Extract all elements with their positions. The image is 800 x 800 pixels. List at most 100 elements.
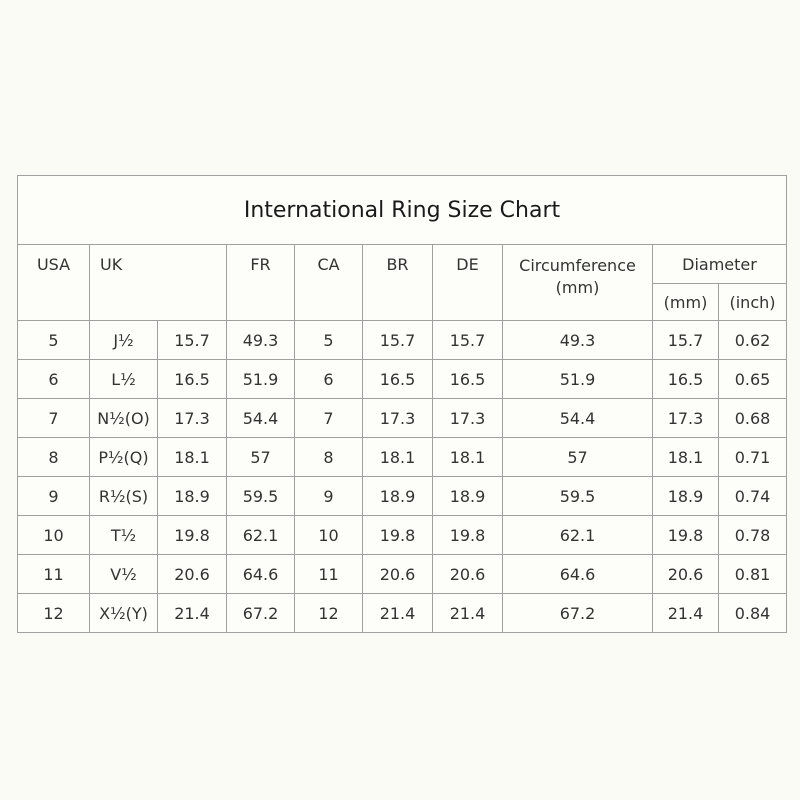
- table-cell: 11: [294, 554, 363, 594]
- table-cell: 19.8: [652, 515, 719, 555]
- table-cell: 12: [294, 593, 363, 633]
- table-cell: 0.74: [718, 476, 787, 516]
- table-cell: T½: [89, 515, 158, 555]
- table-cell: 5: [294, 320, 363, 360]
- circumference-label: Circumference: [519, 256, 636, 275]
- table-cell: 6: [17, 359, 90, 399]
- header-fr: FR: [226, 244, 295, 321]
- table-cell: 49.3: [226, 320, 295, 360]
- table-cell: 17.3: [652, 398, 719, 438]
- header-de: DE: [432, 244, 503, 321]
- table-cell: 18.1: [652, 437, 719, 477]
- table-cell: 21.4: [362, 593, 433, 633]
- header-diameter-inch: (inch): [718, 283, 787, 321]
- header-ca: CA: [294, 244, 363, 321]
- table-cell: 17.3: [362, 398, 433, 438]
- table-cell: 18.1: [362, 437, 433, 477]
- header-diameter-mm: (mm): [652, 283, 719, 321]
- table-cell: 20.6: [432, 554, 503, 594]
- table-cell: 7: [294, 398, 363, 438]
- table-row: 12 X½(Y) 21.4 67.2 12 21.4 21.4 67.2 21.4 0.84: [17, 593, 787, 633]
- table-cell: 0.68: [718, 398, 787, 438]
- table-title: International Ring Size Chart: [17, 175, 787, 245]
- table-cell: 59.5: [226, 476, 295, 516]
- table-cell: L½: [89, 359, 158, 399]
- table-cell: 57: [226, 437, 295, 477]
- table-cell: 21.4: [432, 593, 503, 633]
- table-row: 7 N½(O) 17.3 54.4 7 17.3 17.3 54.4 17.3 0.68: [17, 398, 787, 438]
- table-cell: X½(Y): [89, 593, 158, 633]
- table-row: 11 V½ 20.6 64.6 11 20.6 20.6 64.6 20.6 0.81: [17, 554, 787, 594]
- table-cell: 20.6: [362, 554, 433, 594]
- table-cell: 54.4: [226, 398, 295, 438]
- table-row: 9 R½(S) 18.9 59.5 9 18.9 18.9 59.5 18.9 0.74: [17, 476, 787, 516]
- table-cell: 20.6: [652, 554, 719, 594]
- table-cell: 0.62: [718, 320, 787, 360]
- table-cell: 17.3: [157, 398, 227, 438]
- table-cell: V½: [89, 554, 158, 594]
- table-cell: 0.71: [718, 437, 787, 477]
- table-cell: 18.9: [432, 476, 503, 516]
- table-row: 6 L½ 16.5 51.9 6 16.5 16.5 51.9 16.5 0.65: [17, 359, 787, 399]
- circumference-unit: (mm): [555, 278, 600, 297]
- table-row: 8 P½(Q) 18.1 57 8 18.1 18.1 57 18.1 0.71: [17, 437, 787, 477]
- table-cell: 0.78: [718, 515, 787, 555]
- table-cell: 15.7: [362, 320, 433, 360]
- header-usa: USA: [17, 244, 90, 321]
- table-cell: 0.81: [718, 554, 787, 594]
- table-cell: 11: [17, 554, 90, 594]
- table-cell: 0.65: [718, 359, 787, 399]
- table-cell: N½(O): [89, 398, 158, 438]
- table-cell: 64.6: [226, 554, 295, 594]
- table-cell: 51.9: [226, 359, 295, 399]
- table-cell: 8: [17, 437, 90, 477]
- table-cell: 59.5: [502, 476, 653, 516]
- header-circumference: Circumference (mm): [502, 244, 653, 321]
- table-cell: 18.9: [652, 476, 719, 516]
- table-cell: 7: [17, 398, 90, 438]
- table-cell: 5: [17, 320, 90, 360]
- table-cell: 54.4: [502, 398, 653, 438]
- table-cell: 21.4: [157, 593, 227, 633]
- table-cell: 67.2: [502, 593, 653, 633]
- table-cell: 16.5: [362, 359, 433, 399]
- table-cell: 62.1: [226, 515, 295, 555]
- table-cell: 18.1: [157, 437, 227, 477]
- table-cell: 0.84: [718, 593, 787, 633]
- header-uk: UK: [89, 244, 227, 321]
- table-cell: 8: [294, 437, 363, 477]
- table-row: 10 T½ 19.8 62.1 10 19.8 19.8 62.1 19.8 0.78: [17, 515, 787, 555]
- table-cell: 9: [294, 476, 363, 516]
- table-cell: P½(Q): [89, 437, 158, 477]
- table-cell: J½: [89, 320, 158, 360]
- header-diameter: Diameter: [652, 244, 787, 284]
- table-cell: 19.8: [157, 515, 227, 555]
- table-cell: 49.3: [502, 320, 653, 360]
- table-cell: 51.9: [502, 359, 653, 399]
- table-cell: 10: [17, 515, 90, 555]
- table-cell: 16.5: [652, 359, 719, 399]
- table-cell: 15.7: [652, 320, 719, 360]
- table-cell: 15.7: [432, 320, 503, 360]
- table-cell: 9: [17, 476, 90, 516]
- table-cell: 18.1: [432, 437, 503, 477]
- table-cell: 15.7: [157, 320, 227, 360]
- table-cell: 12: [17, 593, 90, 633]
- ring-size-table: International Ring Size Chart USA UK FR …: [17, 175, 787, 633]
- table-cell: 18.9: [157, 476, 227, 516]
- table-cell: 21.4: [652, 593, 719, 633]
- header-br: BR: [362, 244, 433, 321]
- table-cell: 17.3: [432, 398, 503, 438]
- table-cell: 57: [502, 437, 653, 477]
- table-row: 5 J½ 15.7 49.3 5 15.7 15.7 49.3 15.7 0.62: [17, 320, 787, 360]
- table-cell: 62.1: [502, 515, 653, 555]
- table-cell: 19.8: [432, 515, 503, 555]
- table-cell: 19.8: [362, 515, 433, 555]
- table-cell: R½(S): [89, 476, 158, 516]
- table-cell: 16.5: [432, 359, 503, 399]
- table-cell: 16.5: [157, 359, 227, 399]
- table-cell: 64.6: [502, 554, 653, 594]
- table-cell: 67.2: [226, 593, 295, 633]
- table-cell: 6: [294, 359, 363, 399]
- table-cell: 18.9: [362, 476, 433, 516]
